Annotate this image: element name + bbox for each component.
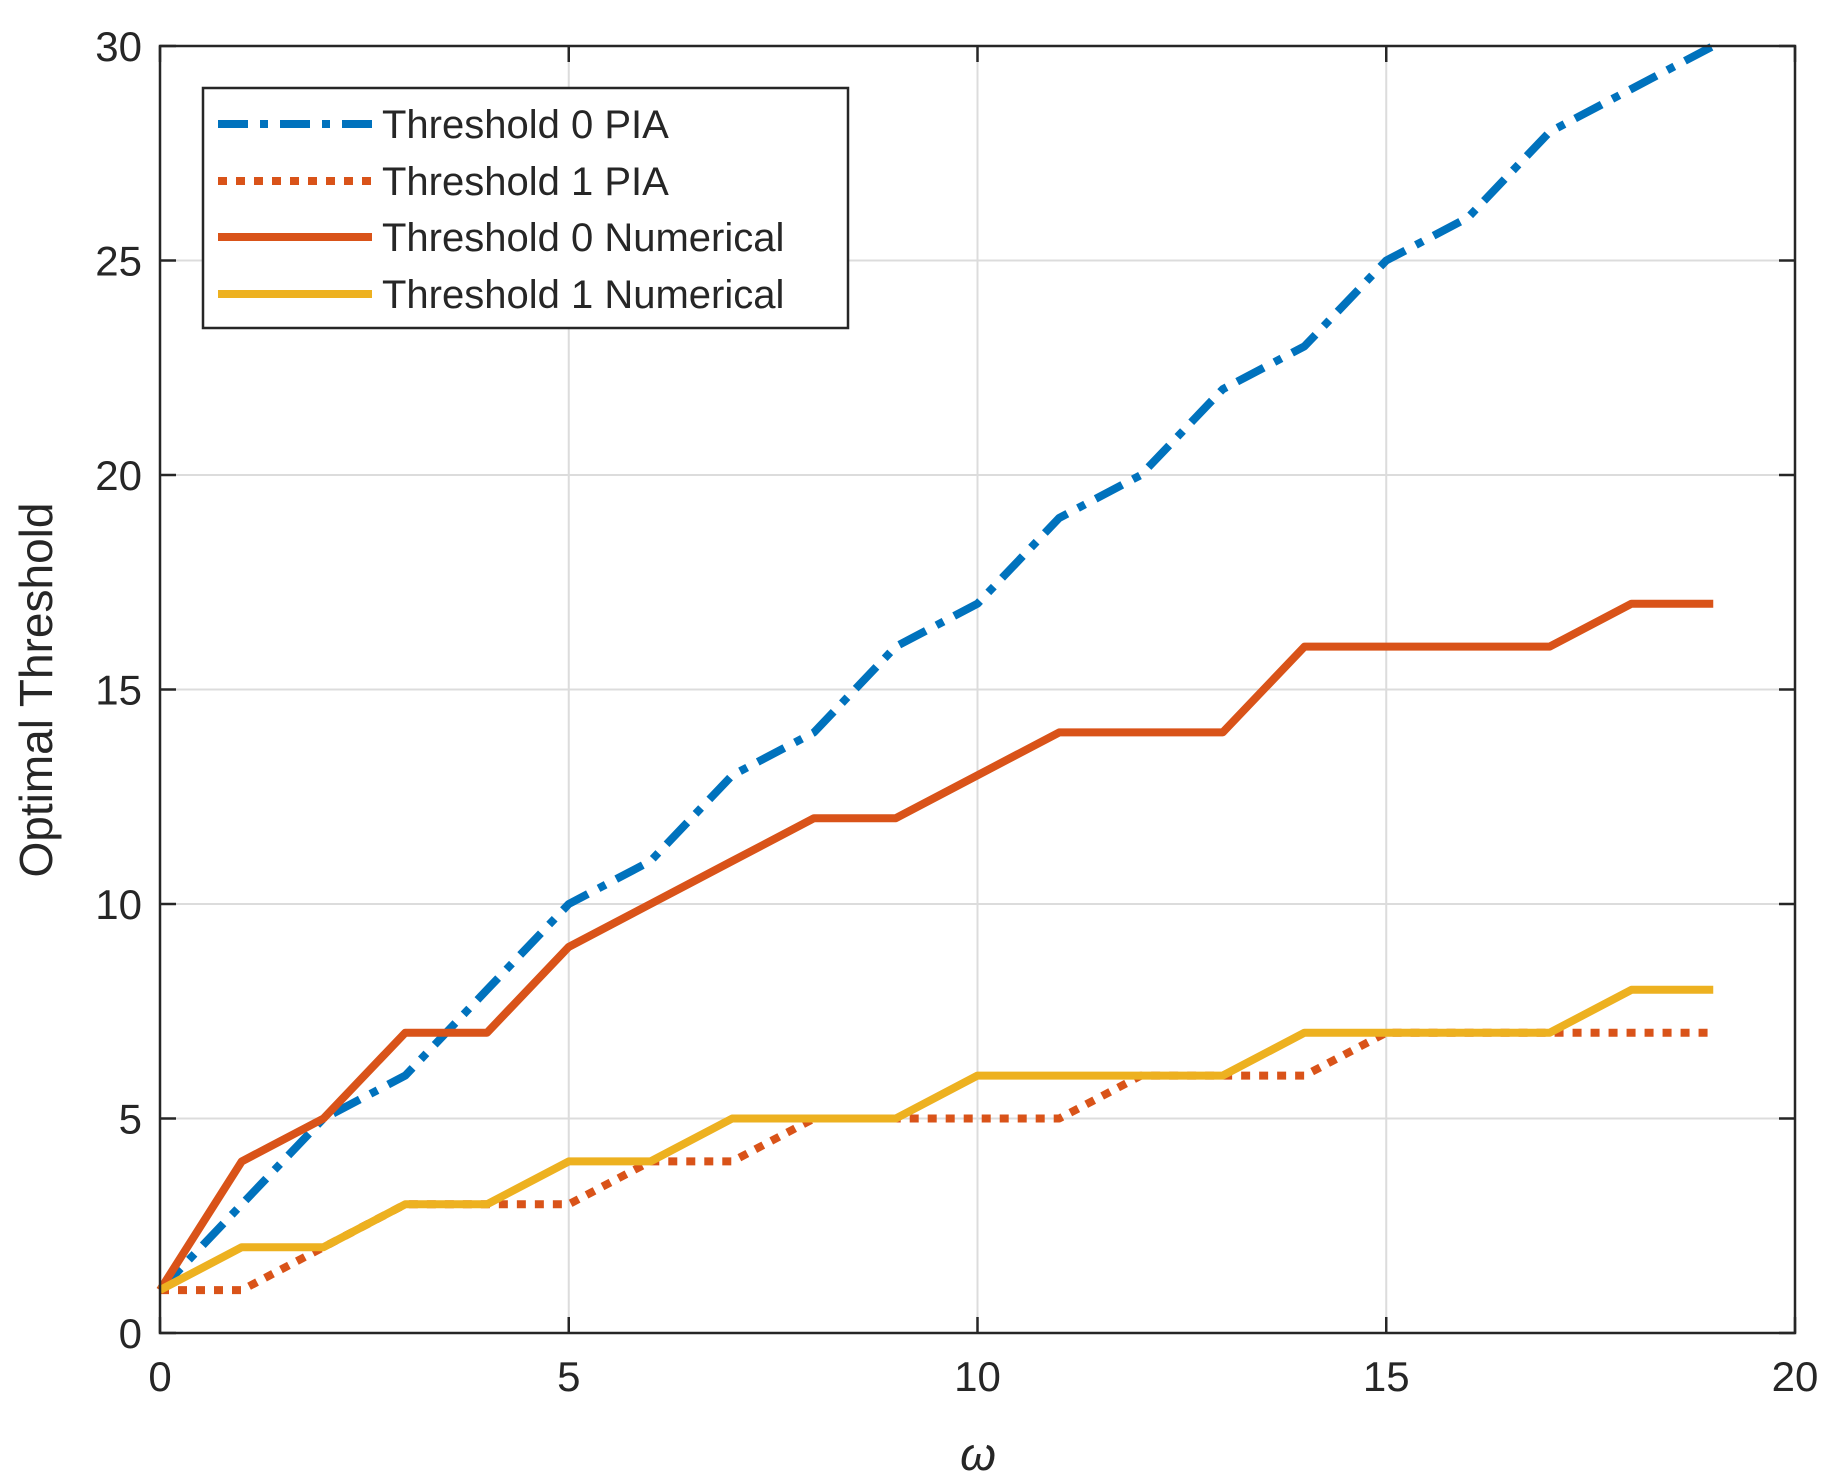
legend-label: Threshold 1 Numerical <box>382 273 784 317</box>
x-axis-label: ω <box>960 1428 996 1480</box>
x-tick-label: 10 <box>954 1353 1001 1400</box>
y-tick-label: 20 <box>95 452 142 499</box>
x-tick-label: 5 <box>557 1353 580 1400</box>
y-tick-label: 15 <box>95 667 142 714</box>
series-line-threshold-1-numerical <box>158 985 1714 1294</box>
series-layer <box>156 42 1716 1295</box>
axis-ticks <box>158 44 1797 1335</box>
y-axis-label: Optimal Threshold <box>10 503 62 878</box>
y-tick-label: 0 <box>119 1310 142 1357</box>
x-tick-label: 15 <box>1363 1353 1410 1400</box>
series-line-threshold-0-numerical <box>156 599 1714 1293</box>
y-tick-label: 5 <box>119 1096 142 1143</box>
tick-labels: 0 5 10 15 20 0 5 10 15 20 25 30 <box>95 23 1818 1400</box>
legend: Threshold 0 PIA Threshold 1 PIA Threshold … <box>201 86 850 330</box>
y-tick-label: 25 <box>95 238 142 285</box>
series-line-threshold-0-pia <box>157 42 1716 1293</box>
y-tick-label: 30 <box>95 23 142 70</box>
legend-label: Threshold 0 Numerical <box>382 216 784 260</box>
legend-label: Threshold 0 PIA <box>382 103 669 147</box>
y-tick-label: 10 <box>95 881 142 928</box>
x-tick-label: 20 <box>1772 1353 1819 1400</box>
x-tick-label: 0 <box>148 1353 171 1400</box>
legend-box <box>201 86 850 330</box>
legend-label: Threshold 1 PIA <box>382 160 669 204</box>
